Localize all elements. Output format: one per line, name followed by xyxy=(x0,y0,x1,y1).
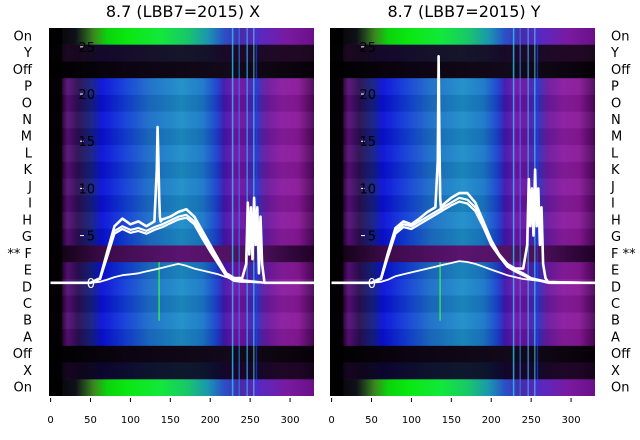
series-line xyxy=(331,200,596,284)
row-label: O xyxy=(22,96,32,111)
row-label: X xyxy=(611,364,620,379)
y-tick-label: 15 xyxy=(78,135,95,150)
x-tick-label: 150 xyxy=(442,415,461,426)
row-label: F ** xyxy=(611,247,636,262)
series-line xyxy=(50,125,314,285)
row-label: P xyxy=(24,80,32,95)
row-label: P xyxy=(611,80,619,95)
row-label: X xyxy=(23,364,32,379)
row-label: L xyxy=(25,146,33,161)
row-label: Off xyxy=(611,63,631,78)
y-tick-label: 10 xyxy=(359,182,376,197)
row-label: D xyxy=(22,280,32,295)
row-label: B xyxy=(611,314,620,329)
x-tick-label: 100 xyxy=(121,415,140,426)
row-label: I xyxy=(28,197,32,212)
row-label: Off xyxy=(13,63,33,78)
row-label: G xyxy=(22,230,32,245)
series-line xyxy=(331,260,595,284)
x-tick-label: 200 xyxy=(482,415,501,426)
row-label: J xyxy=(27,180,32,195)
row-label: N xyxy=(611,113,621,128)
y-tick-label: 15 xyxy=(359,135,376,150)
row-label: On xyxy=(611,381,629,396)
row-label: On xyxy=(14,29,32,44)
series-line xyxy=(50,262,314,284)
row-label: Y xyxy=(23,46,32,61)
x-tick-label: 150 xyxy=(161,415,180,426)
y-tick-label: 10 xyxy=(78,182,95,197)
row-label: K xyxy=(23,163,32,178)
row-label: On xyxy=(611,29,629,44)
row-label: O xyxy=(611,96,621,111)
series-line xyxy=(331,54,595,285)
x-tick-label: 300 xyxy=(281,415,300,426)
row-label: Y xyxy=(610,46,619,61)
y-tick-label: 0 xyxy=(87,277,95,292)
row-label: C xyxy=(23,297,32,312)
row-label: Off xyxy=(13,347,33,362)
x-tick-label: 300 xyxy=(562,415,581,426)
y-tick-label: 25 xyxy=(78,41,95,56)
row-label: M xyxy=(21,130,32,145)
row-label: On xyxy=(14,381,32,396)
row-label: L xyxy=(611,146,619,161)
row-label: E xyxy=(611,264,619,279)
row-label: E xyxy=(24,264,32,279)
row-label: H xyxy=(22,213,32,228)
x-tick-label: 100 xyxy=(402,415,421,426)
row-label: B xyxy=(23,314,32,329)
x-tick-label: 50 xyxy=(365,415,378,426)
row-label: A xyxy=(611,330,620,345)
row-label: A xyxy=(23,330,32,345)
chart-title: 8.7 (LBB7=2015) Y xyxy=(387,2,540,21)
row-label: H xyxy=(611,213,621,228)
chart-title: 8.7 (LBB7=2015) X xyxy=(106,2,260,21)
x-tick-label: 0 xyxy=(328,415,334,426)
row-label: J xyxy=(610,180,615,195)
x-tick-label: 250 xyxy=(522,415,541,426)
row-label: ** F xyxy=(7,247,32,262)
series-line xyxy=(50,216,314,284)
spectrogram-background xyxy=(49,28,314,396)
y-tick-label: 20 xyxy=(359,88,376,103)
x-tick-label: 200 xyxy=(201,415,220,426)
row-label: Off xyxy=(611,347,631,362)
row-label: G xyxy=(611,230,621,245)
x-tick-label: 0 xyxy=(47,415,53,426)
spectrogram-background xyxy=(330,28,595,396)
y-tick-label: 5 xyxy=(87,230,95,245)
x-tick-label: 250 xyxy=(241,415,260,426)
row-label: C xyxy=(611,297,620,312)
row-label: D xyxy=(611,280,621,295)
x-tick-label: 50 xyxy=(84,415,97,426)
row-label: K xyxy=(611,163,620,178)
y-tick-label: 25 xyxy=(359,41,376,56)
row-label: I xyxy=(611,197,615,212)
y-tick-label: 0 xyxy=(368,277,376,292)
row-label: M xyxy=(611,130,622,145)
y-tick-label: 5 xyxy=(368,230,376,245)
row-label: N xyxy=(22,113,32,128)
y-tick-label: 20 xyxy=(78,88,95,103)
